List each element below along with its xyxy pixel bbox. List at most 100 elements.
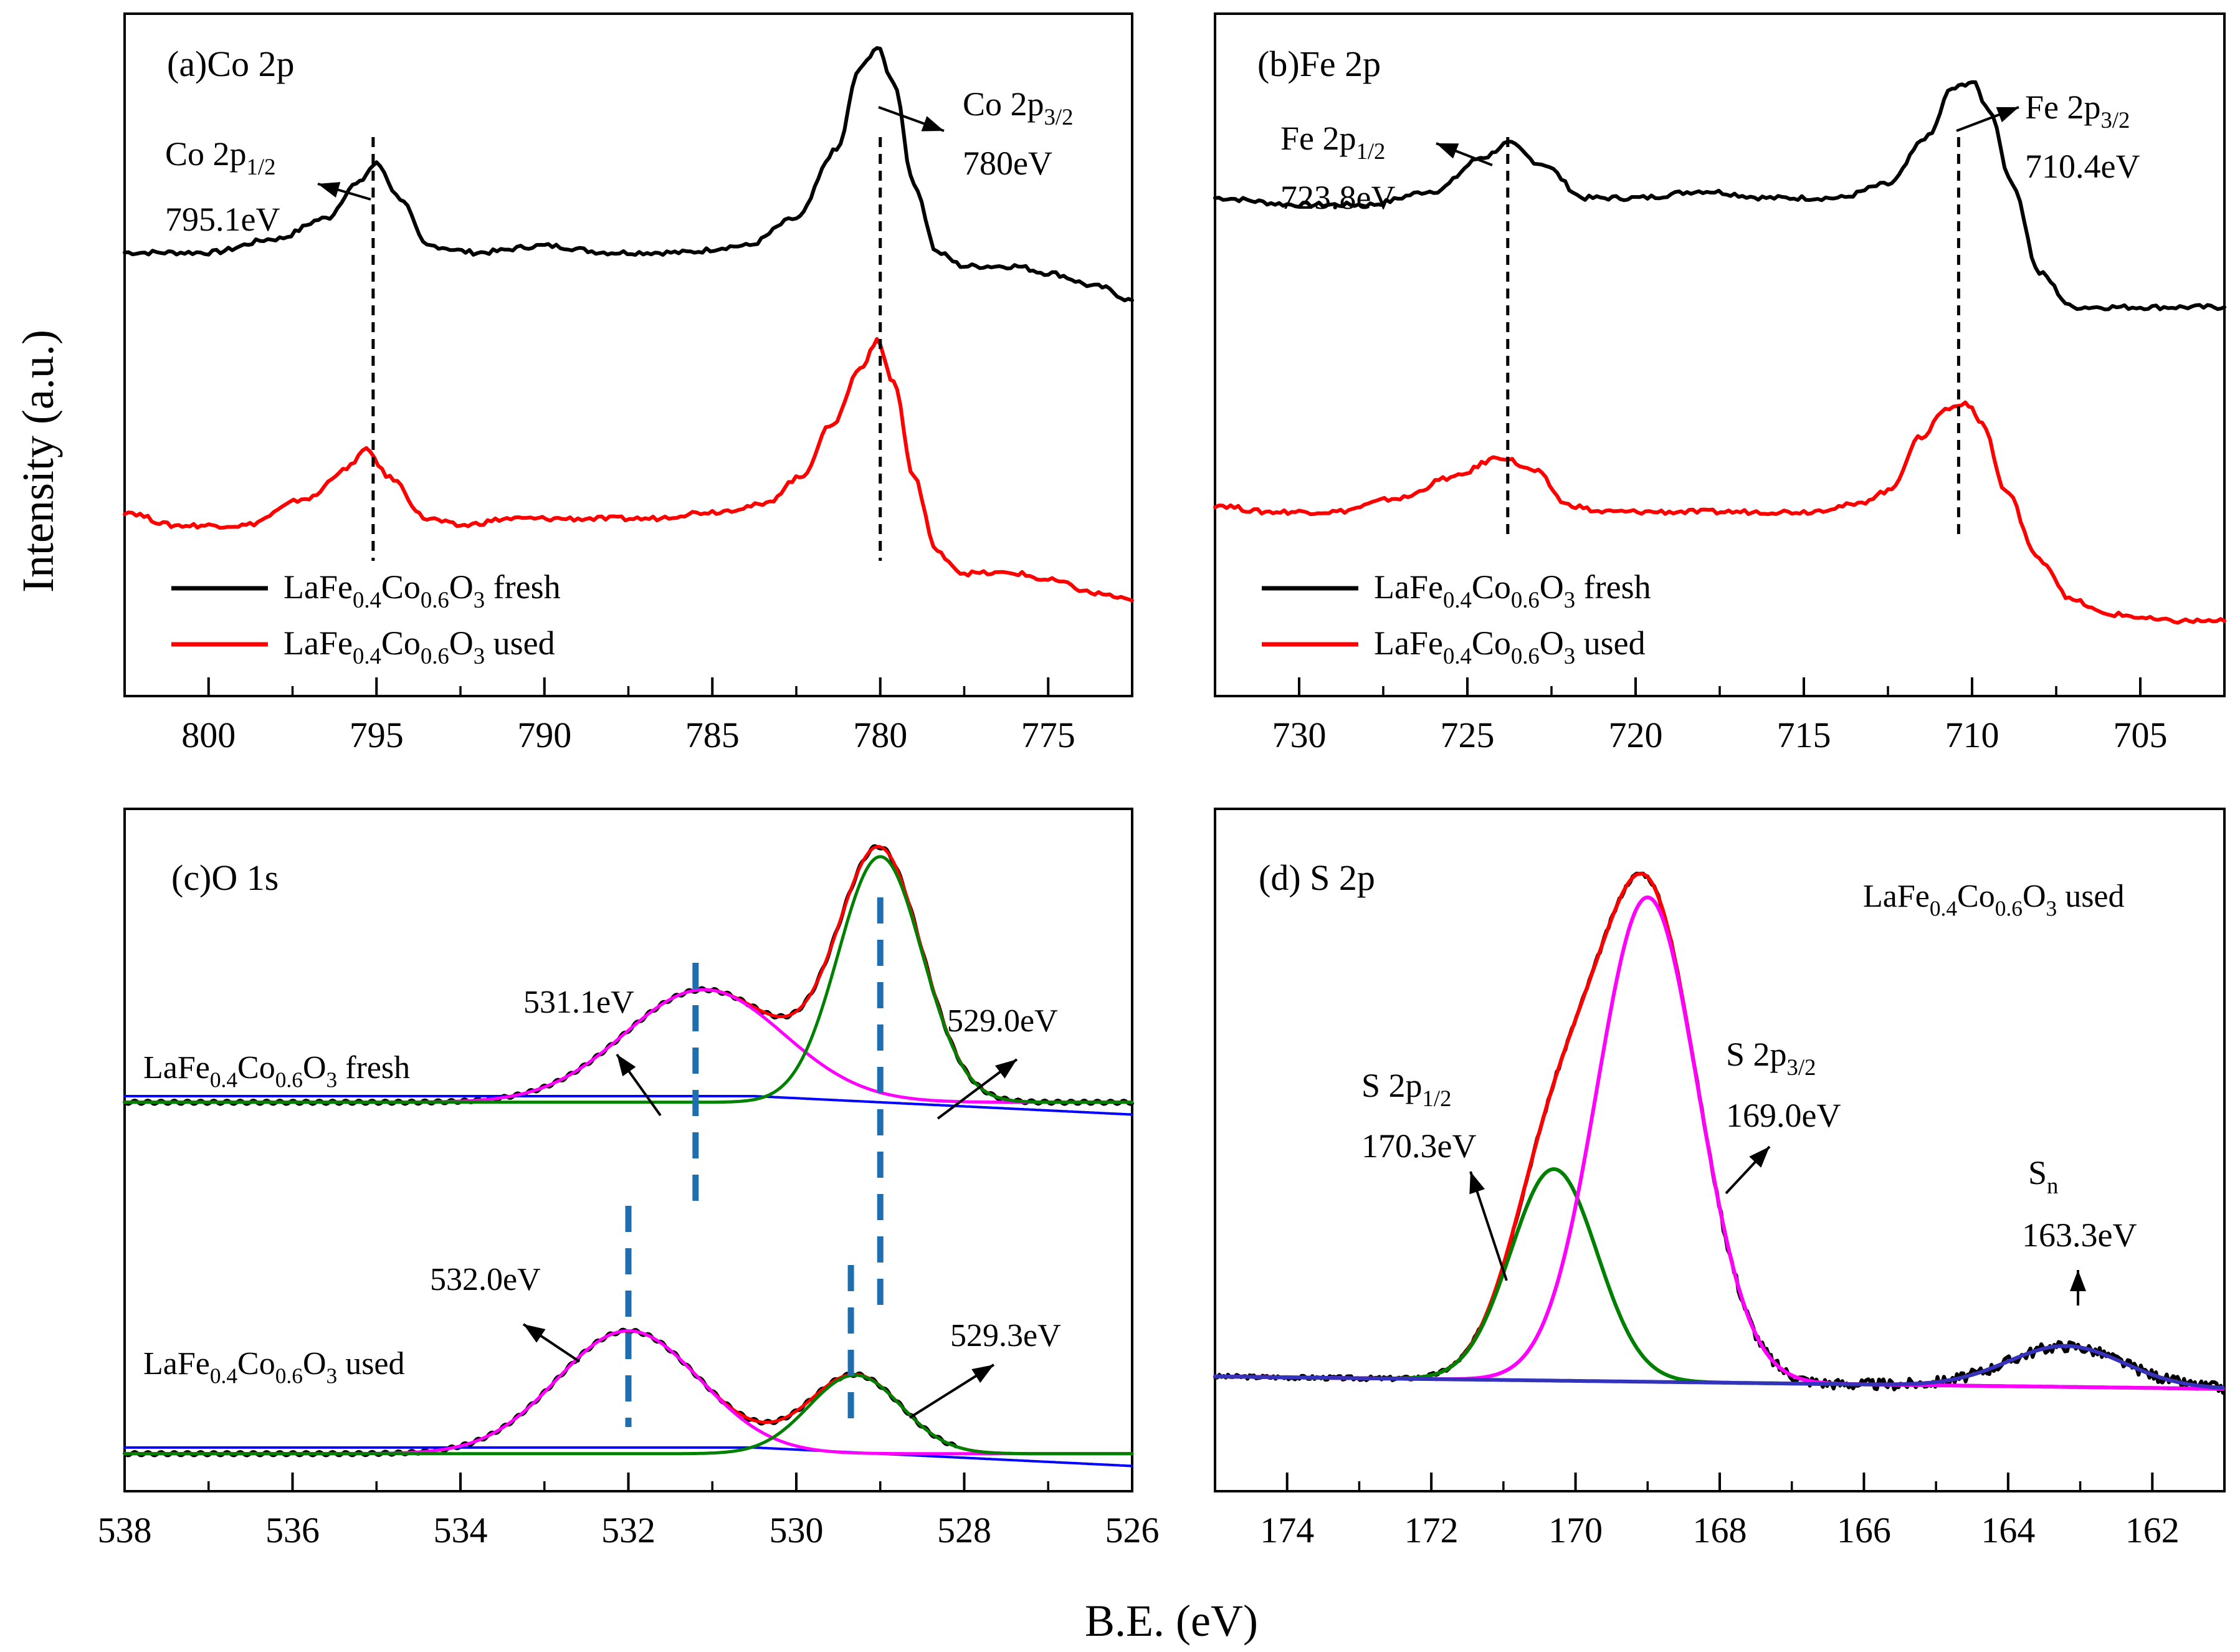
peak-arrow-head [971,1365,994,1383]
peak-arrow [1436,142,1493,166]
peak-label: S 2p3/2 [1726,1036,1816,1080]
sample-label-fresh: LaFe0.4Co0.6O3 fresh [143,1050,410,1092]
formula-text: used [337,1346,404,1382]
formula-subscript: 3 [474,643,485,669]
x-tick-label: 170 [1548,1510,1603,1550]
formula-text: used [1575,624,1645,662]
legend-label-used: LaFe0.4Co0.6O3 used [284,624,555,669]
x-tick-label: 710 [1945,715,1999,755]
x-tick-label: 532 [601,1510,655,1550]
label-text: Fe 2p [2025,88,2101,126]
peak-arrow [1956,106,2019,132]
formula-text: O [449,624,474,662]
peak-arrow [616,1053,662,1117]
formula-subscript: 0.4 [353,643,381,669]
formula-text: fresh [337,1050,410,1086]
fresh-component-line [123,855,1134,1104]
peak-label: S 2p1/2 [1361,1067,1451,1111]
peak-value: 170.3eV [1361,1127,1476,1165]
peak-arrow-head [1749,1147,1770,1168]
formula-subscript: 0.6 [1511,587,1540,613]
panel-d: 174 172 170 168 166 164 162 (d) S 2p LaFe0.4Co0.… [1213,808,2226,1550]
peak-label: Fe 2p1/2 [1280,120,1385,164]
formula-subscript: 3 [1564,643,1575,669]
x-tick-label: 800 [181,715,236,755]
formula-text: LaFe [1374,568,1443,606]
x-tick-label: 730 [1272,715,1327,755]
peak-value: 169.0eV [1726,1097,1841,1134]
x-tick-label: 780 [853,715,907,755]
formula-text: O [303,1050,326,1086]
label-subscript: 3/2 [1787,1054,1816,1080]
formula-text: Co [381,624,421,662]
formula-text: O [2023,879,2046,914]
peak-value: 710.4eV [2025,148,2140,185]
peak-label: Fe 2p3/2 [2025,88,2130,133]
series-used-line [123,337,1134,603]
panel-title: (a)Co 2p [167,44,295,84]
formula-subscript: 0.4 [210,1363,238,1388]
sample-label-used: LaFe0.4Co0.6O3 used [1863,879,2125,921]
peak-value: 529.0eV [947,1003,1058,1039]
formula-subscript: 0.6 [421,643,449,669]
formula-text: O [1540,568,1564,606]
x-tick-label: 795 [350,715,404,755]
peak-arrow [522,1323,581,1363]
x-tick-label: 168 [1693,1510,1747,1550]
x-tick-label: 534 [434,1510,488,1550]
formula-subscript: 3 [1564,587,1575,613]
peak-value: 723.8eV [1280,179,1395,216]
x-tick-label: 785 [685,715,740,755]
formula-subscript: 0.6 [1511,643,1540,669]
sample-label-used: LaFe0.4Co0.6O3 used [143,1346,405,1388]
legend-label-used: LaFe0.4Co0.6O3 used [1374,624,1646,669]
formula-text: O [303,1346,326,1382]
formula-text: fresh [485,568,560,606]
formula-text: LaFe [1374,624,1443,662]
x-tick-label: 536 [265,1510,320,1550]
x-tick-label: 725 [1441,715,1495,755]
formula-text: used [485,624,555,662]
peak-arrow-head [617,1054,636,1077]
formula-text: Co [1472,568,1511,606]
formula-subscript: 0.6 [421,587,449,613]
label-text: S [2028,1154,2047,1191]
label-subscript: n [2047,1173,2058,1198]
formula-subscript: 0.4 [1930,896,1958,921]
peak-arrow-head [318,182,341,198]
formula-text: LaFe [143,1050,210,1086]
peak-label: Co 2p3/2 [963,85,1073,130]
peak-arrow-head [1436,143,1459,159]
label-text: Co 2p [963,85,1044,123]
x-tick-label: 720 [1609,715,1663,755]
series-fresh-line [123,46,1134,303]
panel-title: (b)Fe 2p [1257,44,1381,84]
label-text: S 2p [1726,1036,1787,1073]
x-tick-label: 705 [2114,715,2168,755]
formula-text: Co [1472,624,1511,662]
peak-label: Sn [2028,1154,2058,1198]
peak-value: 532.0eV [430,1262,541,1297]
peak-arrow-head [2070,1270,2086,1291]
peak-arrow-head [1469,1172,1485,1195]
peak-arrow [317,182,371,201]
used-baseline-line [123,1446,1133,1468]
legend-label-fresh: LaFe0.4Co0.6O3 fresh [1374,568,1651,613]
label-subscript: 1/2 [1423,1086,1452,1111]
panel-title: (c)O 1s [171,857,279,898]
peak-arrow [937,1058,1018,1120]
formula-text: LaFe [284,624,353,662]
label-text: Co 2p [165,135,247,173]
formula-subscript: 0.6 [1995,896,2023,921]
peak-value: 531.1eV [523,985,634,1020]
peak-arrow [908,1363,995,1419]
peak-value: 529.3eV [950,1318,1061,1354]
component-peak-line [1213,1344,2225,1390]
series-fresh-line [1213,80,2226,312]
formula-text: Co [237,1346,275,1382]
panel-b: 730 725 720 715 710 705(b)Fe 2pLaFe0.4Co0.6O3… [1213,12,2226,755]
peak-arrow-head [1996,107,2019,123]
x-axis-label: B.E. (eV) [1085,1596,1258,1646]
formula-text: Co [381,568,421,606]
x-tick-label: 174 [1260,1510,1314,1550]
